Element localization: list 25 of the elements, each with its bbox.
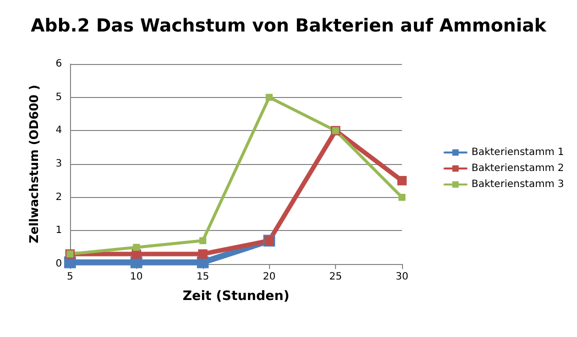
point [132,244,140,251]
point [198,249,208,259]
x-axis-title: Zeit (Stunden) [182,289,290,304]
x-tick-label: 5 [66,272,74,282]
x-tick-label: 15 [196,272,210,282]
y-tick-label: 0 [56,258,62,270]
x-tick-label: 25 [329,272,342,282]
y-tick-label: 5 [56,92,62,103]
point [266,94,273,101]
y-tick-label: 6 [56,58,62,70]
point [199,237,206,244]
x-tick-label: 10 [130,272,143,282]
y-tick-label: 2 [56,192,62,203]
point [397,176,407,186]
y-tick-label: 3 [56,158,62,170]
y-tick-label: 1 [56,225,62,236]
x-tick-label: 20 [262,272,276,282]
point [398,194,406,201]
y-axis-title: Zellwachstum (OD600 ) [27,84,41,244]
y-tick-label: 4 [56,125,62,136]
x-tick-label: 30 [396,272,408,282]
legend-label: Bakterienstamm 1 [471,147,564,158]
legend-label: Bakterienstamm 3 [471,179,564,190]
chart-title: Abb.2 Das Wachstum von Bakterien auf Ammoniak [30,16,548,36]
legend-label: Bakterienstamm 2 [471,163,564,174]
